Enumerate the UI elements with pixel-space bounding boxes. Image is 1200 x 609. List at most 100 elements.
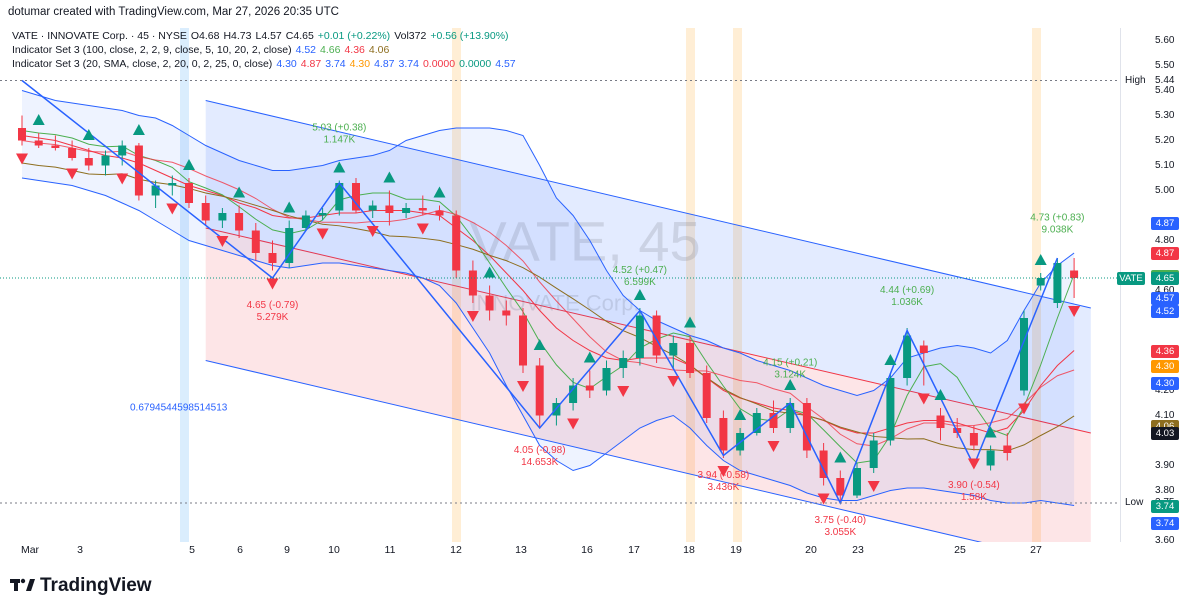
candle — [836, 470, 845, 503]
buy-marker-icon — [283, 201, 296, 213]
candle-body — [1003, 445, 1012, 453]
buy-marker-icon — [383, 171, 396, 183]
legend-symbol-line[interactable]: VATE · INNOVATE Corp. · 45 · NYSE O4.68 H4… — [12, 30, 513, 42]
sell-marker-icon — [66, 168, 79, 180]
candle-body — [702, 373, 711, 418]
time-tick-label: 3 — [77, 544, 83, 556]
candle — [402, 203, 411, 218]
time-tick-label: 25 — [954, 544, 966, 556]
candle-body — [802, 403, 811, 451]
time-tick-label: 11 — [384, 544, 396, 556]
session-highlight-0 — [180, 28, 189, 542]
ma-mid-line — [21, 140, 1075, 447]
time-tick-label: 13 — [515, 544, 527, 556]
price-chart[interactable]: 0.6794544598514513 VATE, 45 INNOVATE Corp.… — [0, 28, 1120, 542]
candle-body — [936, 415, 945, 428]
pivot-volume-label: 3.055K — [824, 527, 856, 538]
price-badge: 4.57 — [1151, 292, 1179, 305]
time-axis[interactable]: Mar 3 5 6 9 10 11 12 13 16 17 18 19 20 23 25 27 — [0, 542, 1120, 560]
candle-body — [435, 210, 444, 216]
pivot-label: 4.52 (+0.47) — [613, 265, 667, 276]
price-axis[interactable]: 5.60 5.50 5.40 5.30 5.20 5.10 5.00 4.80 4.60 4.20… — [1117, 28, 1200, 546]
candle — [686, 335, 694, 378]
candle — [819, 443, 828, 486]
pivot-label: 5.03 (+0.38) — [312, 123, 366, 134]
pivot-volume-label: 6.599K — [624, 277, 656, 288]
pivot-volume-label: 3.436K — [708, 482, 740, 493]
candle-body — [84, 158, 93, 166]
sell-marker-icon — [617, 386, 630, 397]
legend-value: 3.74 — [398, 58, 419, 70]
sell-marker-icon — [16, 153, 28, 165]
buy-marker-icon — [433, 186, 446, 198]
candle — [18, 115, 26, 146]
candle — [802, 398, 811, 458]
sell-marker-icon — [166, 203, 179, 215]
legend-value: 4.30 — [276, 58, 297, 70]
buy-marker-icon — [183, 159, 195, 170]
tradingview-logo-icon — [10, 578, 35, 591]
candle — [318, 208, 327, 221]
candle-body — [385, 205, 394, 213]
price-tick-label: 5.10 — [1155, 159, 1175, 171]
candle — [84, 148, 93, 171]
price-badge: 4.52 — [1151, 304, 1179, 318]
channel-upper-line — [205, 100, 1091, 309]
time-tick-label: 23 — [852, 544, 864, 556]
price-badge: 3.74 — [1151, 517, 1179, 530]
price-badge: 4.36 — [1151, 344, 1179, 358]
price-tick-label: 4.80 — [1155, 234, 1175, 246]
buy-marker-icon — [233, 186, 246, 198]
pivot-volume-label: 9.038K — [1042, 225, 1074, 236]
candle-body — [402, 208, 411, 213]
candle-body — [635, 315, 644, 358]
candle — [535, 358, 544, 428]
tradingview-logo[interactable]: TradingView — [10, 575, 152, 597]
price-tick-label: 3.90 — [1155, 459, 1175, 471]
session-highlight-4 — [1032, 28, 1041, 542]
candle-body — [819, 450, 828, 478]
ma-slow-line — [21, 162, 1075, 452]
watermark-symbol: VATE, 45 — [469, 210, 700, 273]
legend-value: 0.0000 — [422, 58, 456, 70]
candle — [853, 463, 861, 498]
sell-marker-icon — [667, 376, 680, 387]
candle-body — [903, 335, 912, 378]
chart-area[interactable]: 0.6794544598514513 VATE, 45 INNOVATE Corp.… — [0, 28, 1120, 542]
buy-marker-icon — [984, 426, 997, 438]
pivot-label: 4.44 (+0.69) — [880, 285, 934, 296]
candle-body — [619, 358, 628, 368]
buy-marker-icon — [884, 354, 897, 365]
high-label: High — [1125, 74, 1146, 86]
candle-body — [418, 208, 427, 211]
candle-body — [786, 403, 795, 428]
candle-body — [68, 148, 77, 158]
pivot-volume-label: 1.036K — [891, 297, 923, 308]
pivot-label: 4.05 (-0.98) — [514, 445, 566, 456]
candle — [185, 178, 193, 208]
time-tick-label: 9 — [284, 544, 290, 556]
legend-value: 4.52 — [295, 44, 317, 56]
candle-body — [585, 385, 594, 391]
candle — [1036, 273, 1045, 291]
pivot-volume-label: 14.653K — [521, 457, 559, 468]
legend-value: Indicator Set 3 (100, close, 2, 2, 9, cl… — [12, 44, 292, 56]
price-badge: 4.30 — [1151, 377, 1179, 390]
buy-marker-icon — [784, 379, 797, 390]
buy-marker-icon — [684, 316, 696, 328]
candle-body — [51, 145, 60, 148]
candle — [669, 335, 678, 368]
candle — [1020, 310, 1028, 396]
legend-value: Indicator Set 3 (20, SMA, close, 2, 20, … — [12, 58, 273, 70]
candle-body — [1020, 318, 1028, 391]
legend-indicator-1[interactable]: Indicator Set 3 (100, close, 2, 2, 9, cl… — [12, 44, 393, 56]
session-highlight-2 — [686, 28, 695, 542]
price-tick-label: 4.10 — [1155, 409, 1175, 421]
candle-body — [1036, 278, 1045, 286]
symbol-price-tag: VATE — [1117, 272, 1145, 285]
channel-lower-fill — [205, 228, 1091, 542]
legend-indicator-2[interactable]: Indicator Set 3 (20, SMA, close, 2, 20, … — [12, 58, 520, 70]
sell-marker-icon — [567, 418, 580, 430]
buy-marker-icon — [132, 124, 145, 135]
candle — [51, 135, 60, 151]
